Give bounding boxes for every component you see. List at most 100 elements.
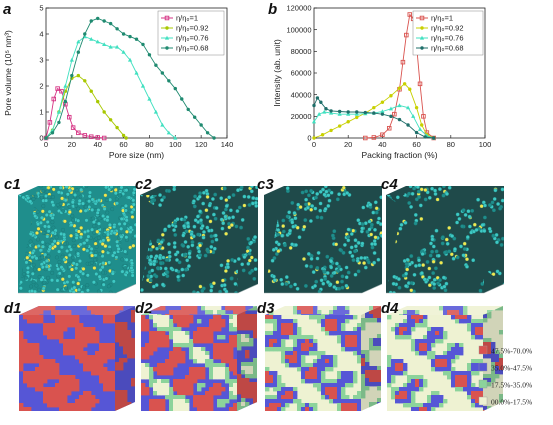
particle — [55, 278, 60, 283]
packing-cell — [325, 315, 330, 320]
particle — [156, 238, 161, 243]
packing-cell — [361, 382, 366, 387]
packing-cell — [95, 306, 100, 311]
particle — [491, 233, 496, 238]
packing-cell — [185, 331, 190, 336]
panel-label-d3: d3 — [257, 300, 275, 317]
packing-cell — [419, 319, 424, 324]
packing-cell — [305, 335, 310, 340]
packing-cell — [313, 367, 318, 372]
particle — [309, 207, 314, 212]
particle — [150, 268, 155, 273]
packing-cell — [317, 359, 322, 364]
data-point — [95, 135, 100, 140]
particle — [246, 194, 251, 199]
packing-cell — [79, 327, 84, 332]
packing-cell — [47, 387, 52, 392]
particle — [78, 194, 83, 199]
packing-cell — [153, 399, 158, 404]
packing-cell — [447, 367, 452, 372]
packing-cell — [439, 367, 444, 372]
packing-cell — [213, 355, 218, 360]
packing-cell — [407, 314, 412, 315]
packing-cell — [419, 347, 424, 352]
packing-cell — [241, 310, 246, 315]
packing-cell — [419, 323, 424, 328]
particle — [189, 232, 194, 237]
packing-cell — [415, 315, 420, 320]
packing-cell — [189, 355, 194, 360]
particle — [445, 241, 450, 246]
packing-cell — [145, 327, 150, 332]
particle — [285, 214, 290, 219]
packing-cell — [399, 331, 404, 336]
packing-cell — [63, 343, 68, 348]
x-tick-label: 140 — [221, 140, 234, 149]
packing-cell — [427, 399, 432, 404]
data-point — [44, 136, 48, 140]
packing-cell — [329, 367, 334, 372]
particle — [74, 203, 79, 208]
packing-cell — [265, 331, 270, 336]
packing-cell — [391, 391, 396, 396]
packing-cell — [127, 402, 132, 407]
particle — [157, 255, 162, 260]
packing-cell — [83, 391, 88, 396]
series-3 — [43, 34, 178, 140]
packing-cell — [91, 335, 96, 340]
packing-cell — [495, 374, 500, 379]
particle — [69, 223, 74, 227]
packing-cell — [43, 306, 48, 311]
packing-cell — [459, 383, 464, 388]
packing-cell — [63, 391, 68, 396]
particle — [348, 250, 353, 255]
packing-cell — [225, 367, 230, 372]
packing-cell — [189, 339, 194, 344]
packing-cell — [345, 314, 350, 315]
particle — [230, 257, 235, 262]
particle — [172, 241, 177, 245]
particle — [163, 266, 168, 271]
packing-cell — [209, 331, 214, 336]
particle — [460, 224, 465, 229]
packing-cell — [169, 371, 174, 376]
packing-cell — [427, 327, 432, 332]
packing-cell — [249, 362, 254, 367]
particle — [329, 259, 334, 264]
packing-cell — [349, 343, 354, 348]
packing-cell — [185, 383, 190, 388]
packing-cell — [293, 351, 298, 356]
packing-cell — [55, 383, 60, 388]
packing-cell — [399, 367, 404, 372]
packing-cell — [321, 359, 326, 364]
packing-cell — [229, 355, 234, 360]
packing-cell — [75, 343, 80, 348]
packing-cell — [193, 375, 198, 380]
packing-cell — [165, 379, 170, 384]
data-point — [134, 70, 139, 75]
packing-cell — [373, 342, 378, 347]
packing-cell — [229, 407, 234, 411]
data-point — [70, 73, 74, 78]
particle — [167, 250, 172, 255]
packing-cell — [59, 315, 64, 320]
data-point — [55, 86, 60, 91]
packing-cell — [427, 335, 432, 340]
packing-cell — [157, 399, 162, 404]
particle — [296, 202, 301, 207]
packing-cell — [59, 331, 64, 336]
legend-range-label: 47.5%-70.0% — [491, 347, 532, 356]
packing-cell — [181, 315, 186, 320]
particle — [95, 210, 100, 215]
packing-cell — [325, 331, 330, 336]
packing-cell — [51, 363, 56, 368]
packing-cell — [415, 403, 420, 408]
packing-cell — [19, 351, 24, 356]
packing-cell — [237, 342, 242, 347]
particle — [322, 192, 327, 197]
packing-cell — [353, 371, 358, 376]
packing-cell — [169, 323, 174, 328]
packing-cell — [217, 403, 222, 408]
particle — [459, 244, 463, 249]
packing-cell — [181, 355, 186, 360]
